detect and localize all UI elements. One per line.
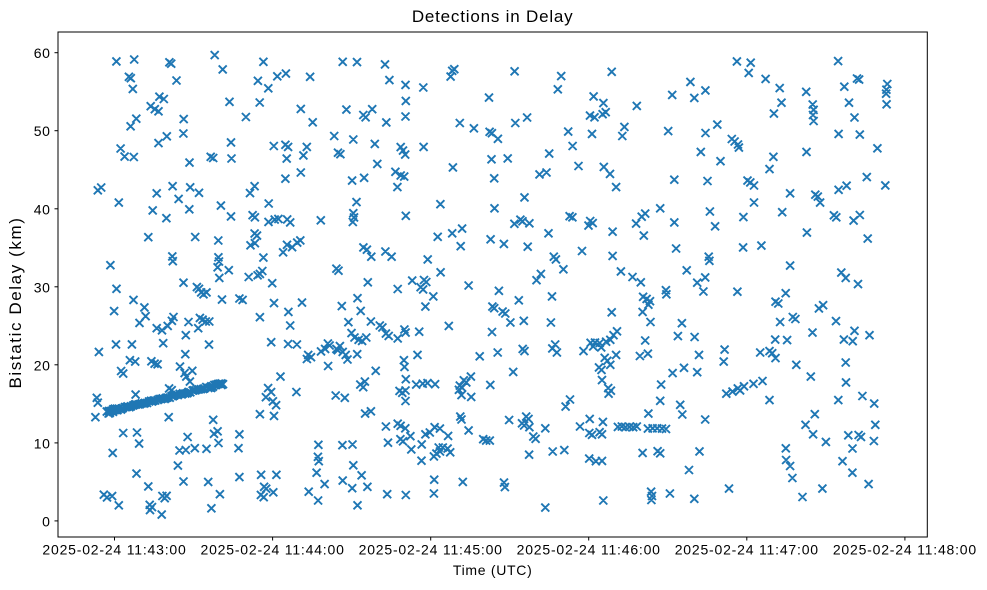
- svg-text:2025-02-24 11:46:00: 2025-02-24 11:46:00: [517, 542, 661, 558]
- svg-text:Detections in Delay: Detections in Delay: [412, 7, 574, 26]
- svg-text:2025-02-24 11:43:00: 2025-02-24 11:43:00: [42, 542, 186, 558]
- svg-text:50: 50: [34, 123, 51, 139]
- svg-text:2025-02-24 11:48:00: 2025-02-24 11:48:00: [833, 542, 977, 558]
- svg-text:2025-02-24 11:44:00: 2025-02-24 11:44:00: [201, 542, 345, 558]
- svg-text:2025-02-24 11:47:00: 2025-02-24 11:47:00: [675, 542, 819, 558]
- svg-text:10: 10: [34, 435, 51, 451]
- svg-text:60: 60: [34, 45, 51, 61]
- svg-text:Bistatic Delay (km): Bistatic Delay (km): [6, 216, 25, 388]
- svg-text:2025-02-24 11:45:00: 2025-02-24 11:45:00: [359, 542, 503, 558]
- svg-text:Time (UTC): Time (UTC): [453, 562, 533, 578]
- svg-text:40: 40: [34, 201, 51, 217]
- svg-text:0: 0: [42, 513, 50, 529]
- svg-text:20: 20: [34, 357, 51, 373]
- svg-text:30: 30: [34, 279, 51, 295]
